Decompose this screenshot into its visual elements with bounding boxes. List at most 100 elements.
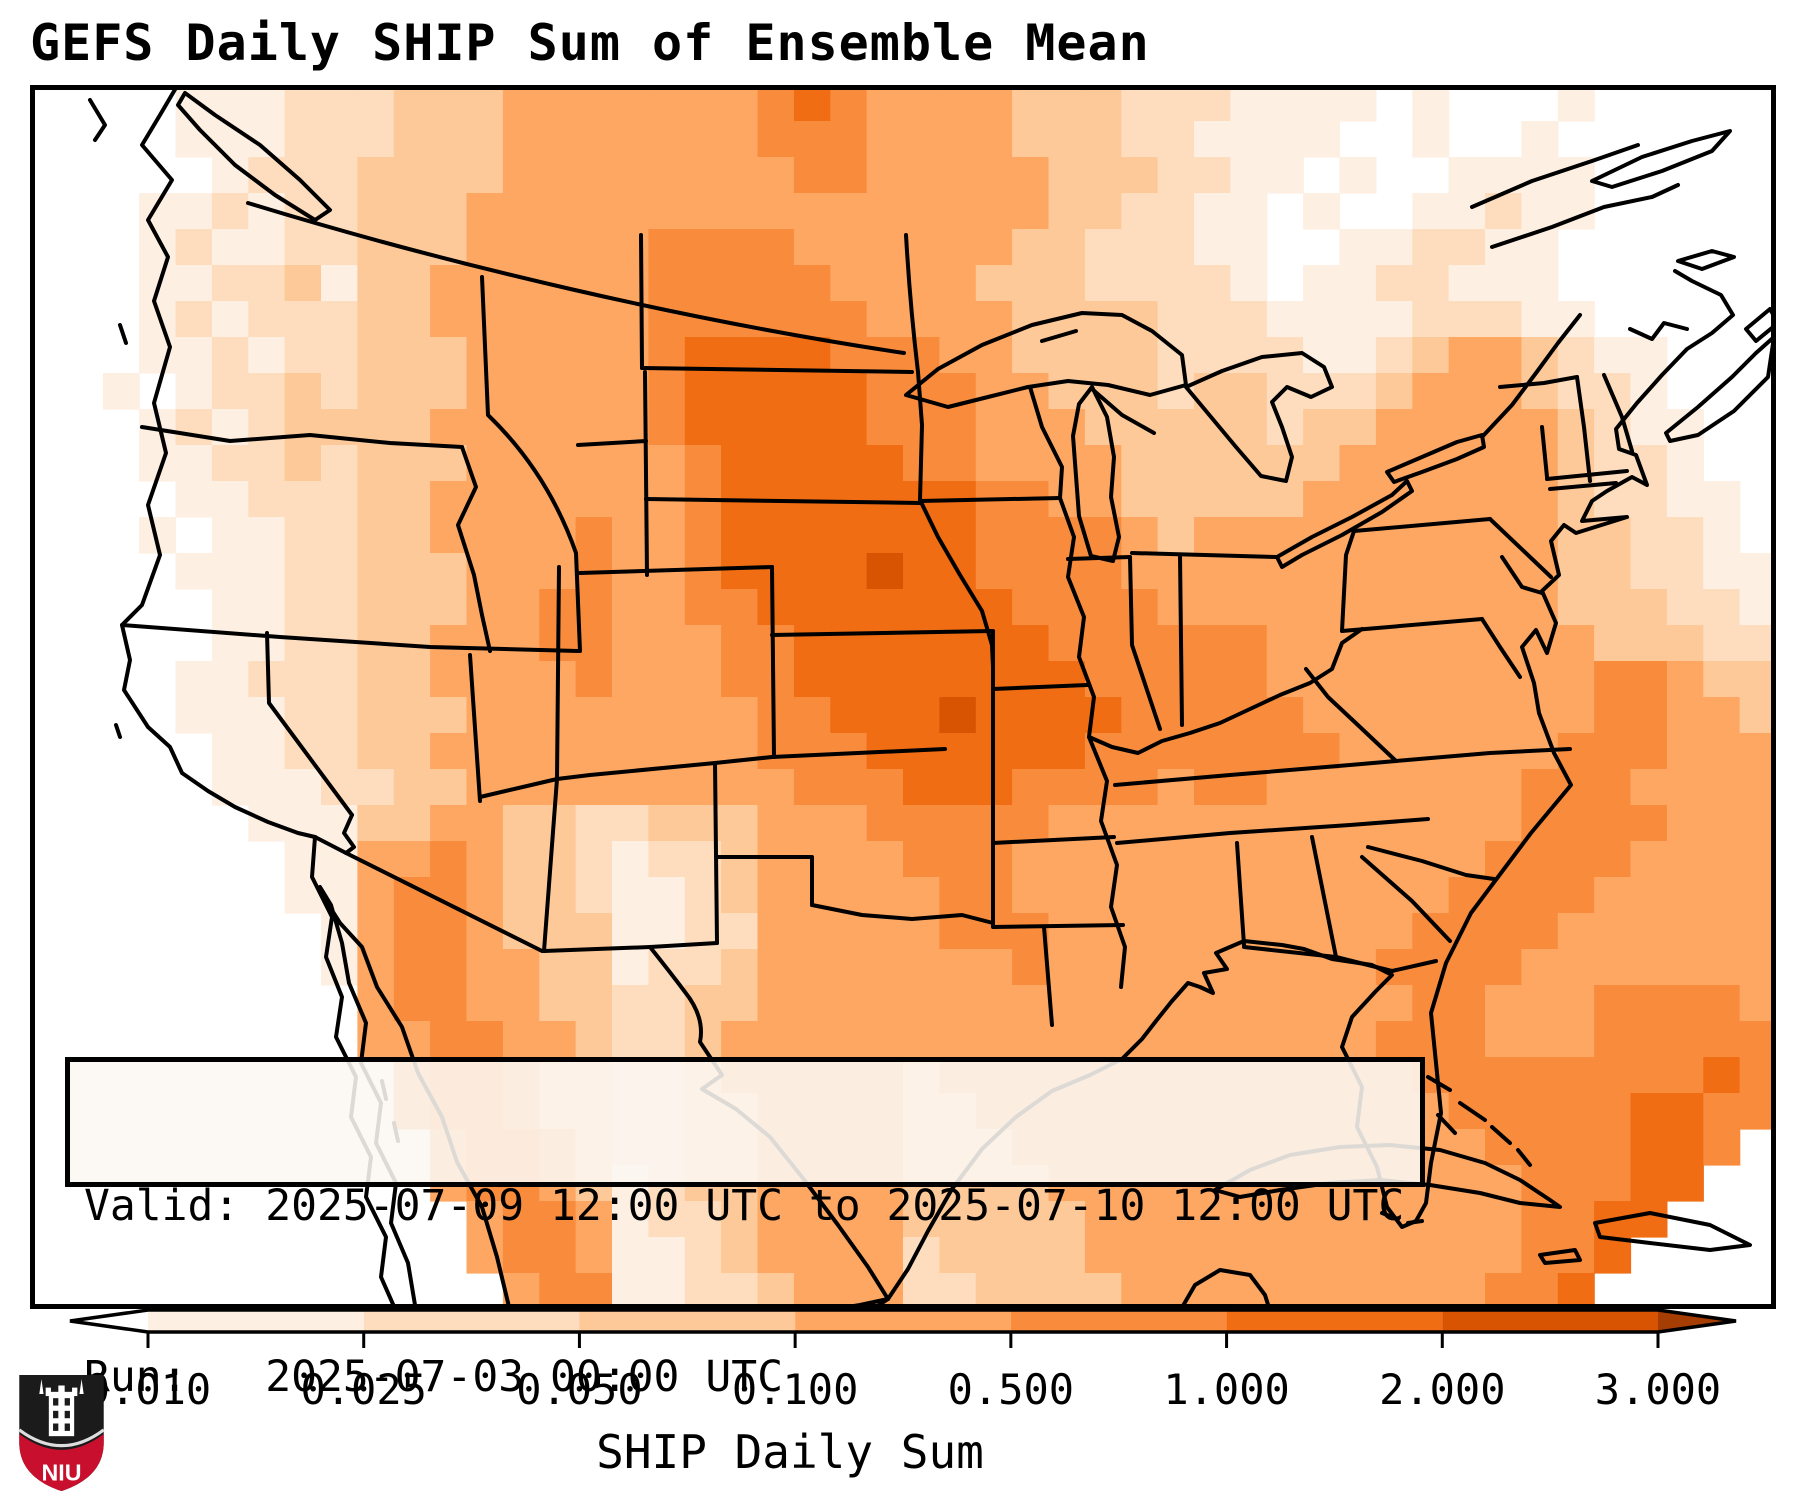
heatmap-layer [102, 85, 1776, 1309]
heatmap-cell [830, 373, 868, 410]
heatmap-cell [1703, 733, 1741, 770]
heatmap-cell [757, 877, 795, 914]
heatmap-cell [1412, 589, 1450, 626]
niu-swoosh [18, 1428, 105, 1448]
heatmap-cell [1303, 517, 1341, 554]
heatmap-cell [1703, 625, 1741, 662]
heatmap-cell [1448, 949, 1486, 986]
heatmap-cell [575, 877, 613, 914]
heatmap-cell [939, 1273, 977, 1309]
heatmap-cell [793, 589, 831, 626]
heatmap-cell [211, 337, 249, 374]
heatmap-cell [1084, 85, 1122, 122]
heatmap-cell [1157, 769, 1195, 806]
heatmap-cell [1230, 409, 1268, 446]
heatmap-cell [211, 553, 249, 590]
heatmap-cell [1012, 193, 1050, 230]
heatmap-cell [284, 697, 322, 734]
map-line [1538, 1248, 1582, 1265]
heatmap-cell [1339, 985, 1377, 1022]
heatmap-cell [1630, 1093, 1668, 1130]
heatmap-cell [466, 985, 504, 1022]
heatmap-cell [502, 841, 540, 878]
heatmap-cell [539, 841, 577, 878]
map-line [1310, 835, 1338, 959]
heatmap-cell [1121, 445, 1159, 482]
heatmap-cell [1594, 1165, 1632, 1202]
heatmap-cell [357, 337, 395, 374]
map-line [1593, 1211, 1752, 1252]
niu-tower [39, 1379, 84, 1437]
heatmap-cell [757, 337, 795, 374]
heatmap-cell [1266, 625, 1304, 662]
heatmap-cell [1485, 985, 1522, 1022]
heatmap-cell [1194, 409, 1231, 446]
heatmap-cell [1521, 1021, 1559, 1058]
heatmap-cell [1266, 121, 1304, 158]
heatmap-cell [1303, 805, 1341, 842]
heatmap-cell [1230, 733, 1268, 770]
heatmap-cell [1485, 805, 1522, 842]
heatmap-cell [1230, 1201, 1268, 1238]
heatmap-cell [1594, 1021, 1632, 1058]
heatmap-cell [1630, 589, 1668, 626]
map-line [1390, 959, 1438, 973]
heatmap-cell [1521, 1057, 1559, 1094]
heatmap-cell [1012, 841, 1050, 878]
heatmap-cell [466, 841, 504, 878]
niu-text: NIU [42, 1460, 82, 1486]
heatmap-cell [1230, 517, 1268, 554]
heatmap-cell [830, 1021, 868, 1058]
heatmap-cell [1303, 841, 1341, 878]
heatmap-cell [321, 589, 358, 626]
heatmap-cell [793, 85, 831, 122]
niu-logo: NIU [18, 1374, 105, 1492]
heatmap-cell [721, 841, 759, 878]
heatmap-cell [1084, 301, 1122, 338]
heatmap-cell [866, 1237, 904, 1274]
heatmap-cell [903, 697, 940, 734]
heatmap-cell [321, 85, 358, 122]
heatmap-cell [903, 769, 940, 806]
heatmap-cell [1339, 265, 1377, 302]
heatmap-cell [430, 193, 468, 230]
heatmap-cell [721, 985, 759, 1022]
map-line [918, 496, 1062, 503]
heatmap-cell [466, 121, 504, 158]
heatmap-cell [466, 949, 504, 986]
map-line [1436, 1113, 1457, 1135]
heatmap-cell [539, 1273, 577, 1309]
heatmap-cell [575, 193, 613, 230]
map-line [1366, 845, 1496, 881]
heatmap-cell [430, 301, 468, 338]
heatmap-cell [139, 193, 177, 230]
heatmap-cell [466, 877, 504, 914]
heatmap-cell [1739, 913, 1776, 950]
heatmap-cell [684, 121, 722, 158]
heatmap-cell [1630, 1201, 1668, 1238]
heatmap-cell [393, 877, 431, 914]
heatmap-cell [1630, 1165, 1668, 1202]
heatmap-cell [1521, 1093, 1559, 1130]
map-line [821, 269, 1735, 1309]
heatmap-cell [1048, 913, 1086, 950]
heatmap-cell [757, 733, 795, 770]
heatmap-cell [357, 733, 395, 770]
heatmap-cell [393, 193, 431, 230]
map-line [1480, 313, 1582, 439]
heatmap-cell [1266, 769, 1304, 806]
heatmap-cell [1703, 769, 1741, 806]
heatmap-cell [1121, 1237, 1159, 1274]
heatmap-cell [1703, 913, 1741, 950]
heatmap-cell [1448, 1237, 1486, 1274]
heatmap-cell [1521, 373, 1559, 410]
heatmap-cell [866, 301, 904, 338]
heatmap-cell [393, 265, 431, 302]
heatmap-cell [321, 157, 358, 194]
heatmap-cell [502, 1021, 540, 1058]
map-line [1235, 841, 1246, 947]
heatmap-cell [721, 589, 759, 626]
heatmap-cell [1594, 625, 1632, 662]
heatmap-cell [612, 1201, 649, 1238]
heatmap-cell [357, 157, 395, 194]
